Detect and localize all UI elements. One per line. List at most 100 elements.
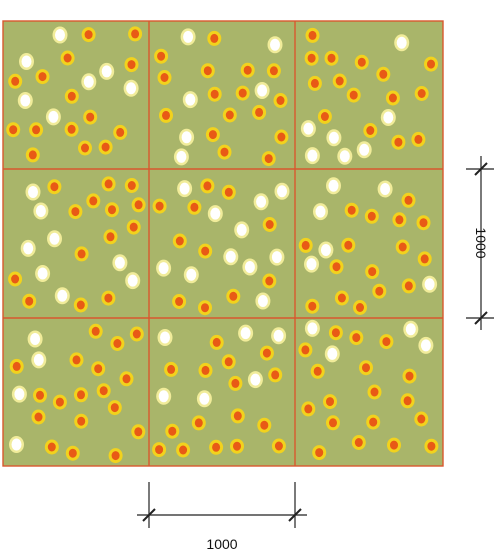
orange-dot bbox=[416, 215, 431, 231]
dot-center bbox=[203, 181, 212, 191]
dot-center bbox=[383, 111, 394, 124]
orange-dot bbox=[165, 423, 180, 439]
orange-dot bbox=[387, 437, 401, 453]
dot-center bbox=[339, 150, 350, 163]
dot-center bbox=[37, 267, 48, 280]
orange-dot bbox=[113, 124, 128, 140]
dot-center bbox=[104, 293, 113, 303]
dot-center bbox=[67, 124, 76, 134]
white-dot bbox=[35, 265, 51, 282]
dot-center bbox=[277, 132, 286, 142]
dot-center bbox=[262, 348, 271, 358]
dot-center bbox=[380, 183, 391, 195]
dot-center bbox=[94, 364, 103, 374]
orange-dot bbox=[198, 243, 213, 259]
orange-dot bbox=[298, 237, 313, 253]
dot-center bbox=[420, 254, 429, 264]
white-dot bbox=[300, 120, 316, 138]
dot-center bbox=[179, 445, 188, 455]
dot-center bbox=[424, 278, 435, 291]
dot-center bbox=[344, 240, 353, 250]
dot-center bbox=[388, 93, 397, 103]
dot-center bbox=[33, 353, 44, 366]
white-dot bbox=[156, 259, 172, 277]
dot-center bbox=[250, 373, 261, 386]
dot-center bbox=[132, 329, 141, 339]
dot-pattern bbox=[6, 26, 439, 464]
orange-dot bbox=[47, 179, 62, 195]
white-dot bbox=[177, 180, 193, 198]
dot-center bbox=[307, 149, 318, 162]
dot-center bbox=[337, 293, 346, 303]
orange-dot bbox=[81, 27, 96, 43]
dot-center bbox=[264, 154, 273, 164]
dot-center bbox=[183, 30, 194, 43]
dot-center bbox=[271, 251, 282, 264]
orange-dot bbox=[31, 409, 46, 425]
orange-dot bbox=[235, 85, 250, 101]
orange-dot bbox=[52, 394, 67, 410]
white-dot bbox=[27, 330, 43, 348]
dot-center bbox=[111, 451, 120, 461]
orange-dot bbox=[341, 237, 356, 253]
dot-center bbox=[224, 187, 233, 197]
white-dot bbox=[31, 351, 47, 369]
dot-center bbox=[233, 411, 242, 421]
orange-dot bbox=[344, 202, 359, 218]
dot-center bbox=[404, 195, 413, 205]
orange-dot bbox=[324, 50, 339, 66]
dot-center bbox=[257, 295, 268, 307]
dot-center bbox=[11, 76, 20, 86]
dot-center bbox=[175, 236, 184, 246]
white-dot bbox=[156, 387, 172, 405]
dot-center bbox=[101, 142, 110, 152]
white-dot bbox=[318, 241, 334, 259]
dot-center bbox=[414, 134, 423, 144]
white-dot bbox=[182, 91, 198, 109]
orange-dot bbox=[176, 442, 191, 458]
dot-center bbox=[327, 347, 338, 360]
orange-dot bbox=[364, 208, 379, 224]
white-dot bbox=[19, 53, 34, 70]
orange-dot bbox=[240, 62, 255, 78]
orange-dot bbox=[152, 198, 167, 214]
dot-center bbox=[210, 33, 219, 43]
white-dot bbox=[394, 34, 410, 52]
dot-center bbox=[48, 110, 59, 123]
vertical-tick-top bbox=[474, 162, 488, 176]
orange-dot bbox=[307, 75, 322, 91]
orange-dot bbox=[424, 438, 439, 454]
dot-center bbox=[328, 131, 339, 144]
orange-dot bbox=[209, 439, 224, 455]
dot-center bbox=[20, 94, 31, 107]
orange-dot bbox=[392, 212, 407, 228]
orange-dot bbox=[154, 48, 169, 64]
dot-center bbox=[129, 222, 138, 232]
dot-center bbox=[76, 300, 85, 310]
dot-center bbox=[179, 182, 190, 195]
dot-center bbox=[403, 396, 412, 406]
orange-dot bbox=[221, 354, 236, 370]
orange-dot bbox=[323, 394, 337, 410]
dot-center bbox=[352, 333, 361, 343]
dot-center bbox=[190, 202, 199, 212]
dot-center bbox=[91, 326, 100, 336]
orange-dot bbox=[9, 358, 24, 374]
dot-center bbox=[417, 414, 426, 424]
horizontal-dimension-label: 1000 bbox=[206, 536, 237, 552]
white-dot bbox=[25, 183, 41, 201]
orange-dot bbox=[268, 367, 283, 383]
white-dot bbox=[238, 324, 254, 342]
orange-dot bbox=[400, 393, 415, 409]
dot-center bbox=[25, 296, 34, 306]
white-dot bbox=[11, 385, 27, 403]
white-dot bbox=[54, 287, 70, 305]
dot-center bbox=[55, 29, 65, 41]
white-dot bbox=[356, 141, 372, 159]
dot-center bbox=[86, 112, 95, 122]
vertical-dimension bbox=[466, 156, 494, 330]
orange-dot bbox=[329, 259, 344, 275]
orange-dot bbox=[86, 193, 101, 209]
dot-center bbox=[203, 66, 212, 76]
orange-dot bbox=[78, 140, 92, 156]
